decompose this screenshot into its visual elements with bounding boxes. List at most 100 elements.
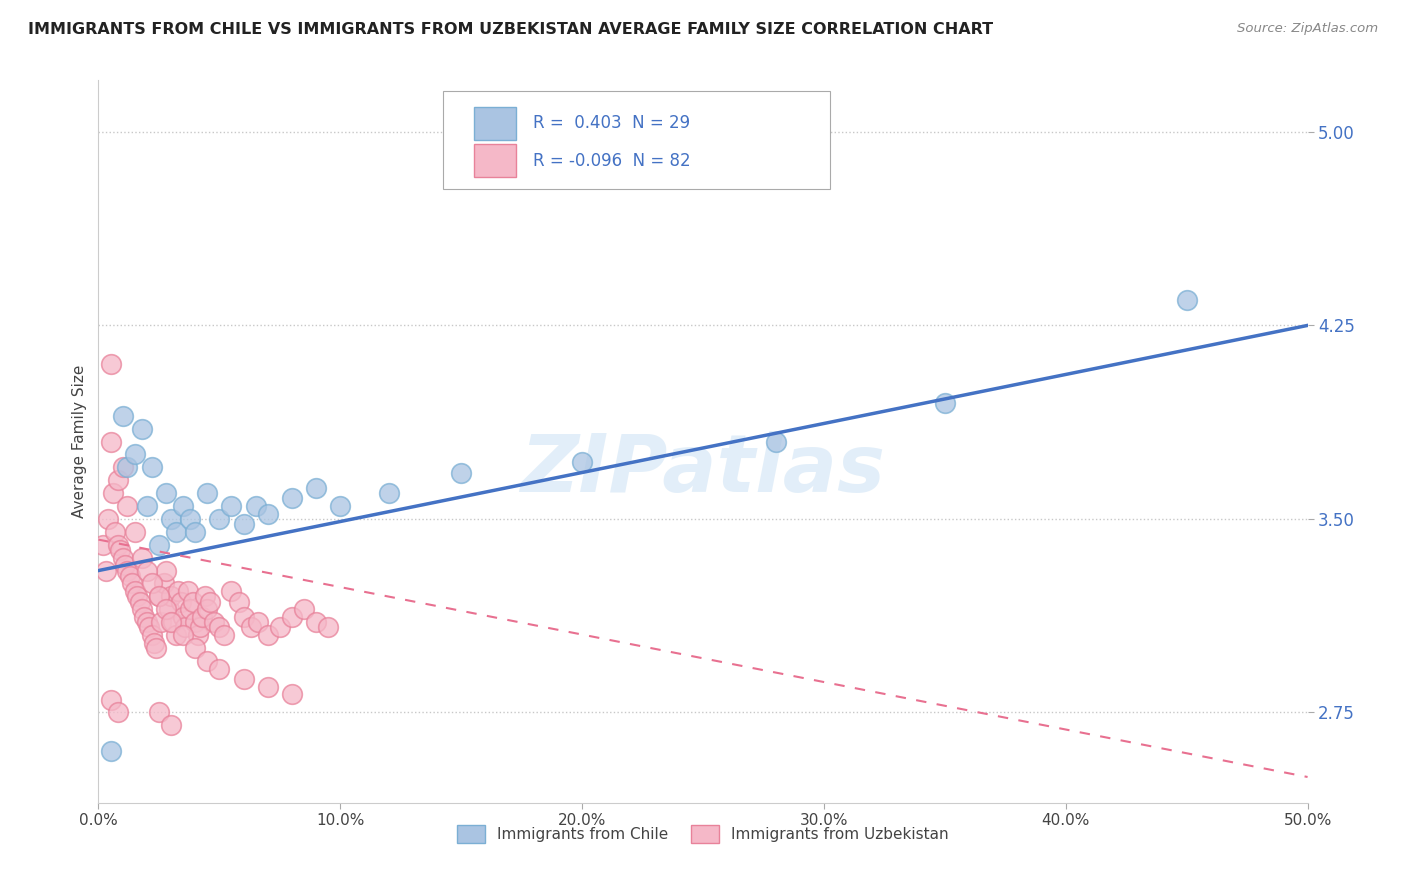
Point (111, 460, 134, 475)
Point (316, 620, 339, 634)
Point (114, 558, 136, 573)
Point (228, 594, 250, 608)
Point (131, 422, 153, 436)
FancyBboxPatch shape (474, 144, 516, 178)
Point (160, 590, 183, 604)
Point (450, 466, 472, 480)
Point (131, 602, 153, 616)
Point (148, 590, 170, 604)
Point (329, 499, 352, 513)
Point (239, 620, 262, 634)
Text: R = -0.096  N = 82: R = -0.096 N = 82 (533, 152, 690, 169)
Point (212, 628, 235, 642)
Point (184, 640, 207, 655)
Point (127, 590, 149, 604)
Point (101, 486, 124, 500)
Point (121, 576, 143, 591)
Point (232, 517, 254, 532)
Point (160, 615, 183, 630)
Point (198, 594, 221, 608)
Point (100, 357, 122, 371)
Point (150, 615, 173, 630)
Point (141, 576, 163, 591)
Point (107, 706, 129, 720)
Point (165, 628, 187, 642)
Point (117, 460, 139, 475)
Point (377, 486, 399, 500)
Legend: Immigrants from Chile, Immigrants from Uzbekistan: Immigrants from Chile, Immigrants from U… (451, 819, 955, 849)
Point (152, 576, 174, 591)
Text: ZIPatlas: ZIPatlas (520, 432, 886, 509)
Y-axis label: Average Family Size: Average Family Size (72, 365, 87, 518)
Point (134, 610, 156, 624)
FancyBboxPatch shape (474, 107, 516, 140)
Point (167, 584, 190, 599)
Point (124, 584, 146, 599)
Point (174, 620, 197, 634)
Point (138, 620, 160, 634)
FancyBboxPatch shape (443, 91, 830, 189)
Text: IMMIGRANTS FROM CHILE VS IMMIGRANTS FROM UZBEKISTAN AVERAGE FAMILY SIZE CORRELAT: IMMIGRANTS FROM CHILE VS IMMIGRANTS FROM… (28, 22, 993, 37)
Point (94, 564, 117, 578)
Point (208, 512, 231, 526)
Point (292, 602, 315, 616)
Point (155, 486, 177, 500)
Point (141, 460, 163, 475)
Point (118, 568, 141, 582)
Point (124, 447, 146, 461)
Point (111, 550, 134, 565)
Point (148, 538, 170, 552)
Point (221, 584, 243, 599)
Point (135, 615, 157, 630)
Point (256, 680, 278, 694)
Point (247, 615, 270, 630)
Point (141, 628, 163, 642)
Point (160, 512, 183, 526)
Point (256, 507, 278, 521)
Point (195, 654, 218, 668)
Point (143, 636, 166, 650)
Point (107, 473, 129, 487)
Point (191, 610, 214, 624)
Point (179, 602, 201, 616)
Point (208, 662, 231, 676)
Point (135, 564, 157, 578)
Point (155, 602, 177, 616)
Point (571, 455, 593, 469)
Point (179, 512, 201, 526)
Point (269, 620, 291, 634)
Point (172, 628, 194, 642)
Point (184, 524, 207, 539)
Point (131, 550, 153, 565)
Point (195, 602, 218, 616)
Point (305, 615, 328, 630)
Point (187, 628, 209, 642)
Point (195, 486, 218, 500)
Point (100, 744, 122, 758)
Point (108, 542, 131, 557)
Point (117, 564, 139, 578)
Point (135, 499, 157, 513)
Point (165, 524, 187, 539)
Point (765, 434, 787, 449)
Point (148, 706, 170, 720)
Point (208, 620, 231, 634)
Point (172, 610, 194, 624)
Point (155, 564, 177, 578)
Point (188, 620, 211, 634)
Point (117, 499, 139, 513)
Point (97, 512, 120, 526)
Point (172, 499, 194, 513)
Point (281, 610, 304, 624)
Point (934, 396, 956, 410)
Point (204, 615, 226, 630)
Point (245, 499, 267, 513)
Point (1175, 293, 1198, 307)
Point (281, 491, 304, 506)
Point (160, 718, 183, 732)
Point (100, 434, 122, 449)
Point (104, 524, 127, 539)
Point (184, 615, 207, 630)
Point (181, 594, 204, 608)
Point (107, 538, 129, 552)
